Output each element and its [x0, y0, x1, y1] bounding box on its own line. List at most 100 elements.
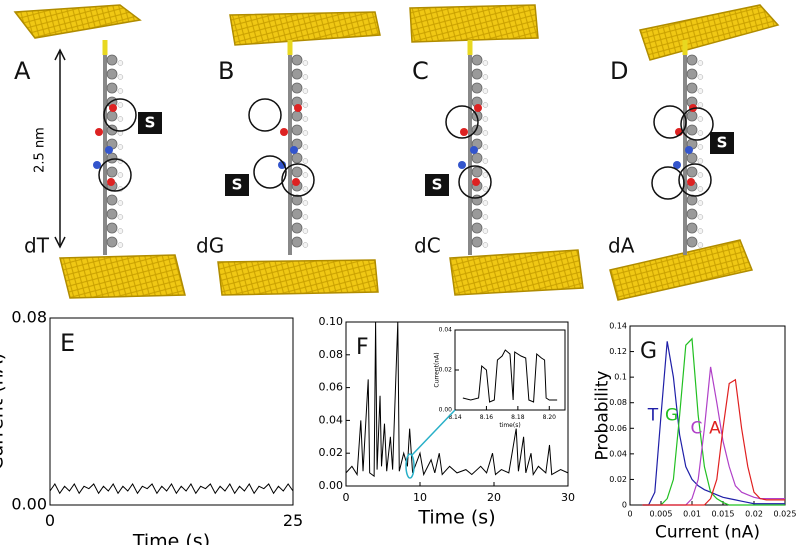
atom	[117, 74, 124, 80]
atom	[686, 236, 698, 248]
atom	[117, 60, 124, 66]
site-badge	[225, 174, 249, 196]
atom	[302, 214, 309, 220]
data-line	[462, 349, 558, 403]
atom	[685, 146, 693, 154]
atom	[482, 186, 489, 192]
series-label: A	[709, 418, 721, 438]
atom	[673, 161, 681, 169]
series-label: T	[647, 406, 659, 426]
gold-electrode	[13, 4, 142, 39]
atom	[482, 158, 489, 164]
atom	[93, 161, 101, 169]
atom	[302, 186, 309, 192]
gold-electrode	[59, 254, 186, 299]
atom	[471, 222, 483, 234]
atom	[482, 144, 489, 150]
gold-electrode	[609, 239, 754, 301]
atom	[471, 152, 483, 164]
plot-frame	[454, 329, 566, 411]
atom	[95, 128, 103, 136]
y-tick-label: 0.04	[319, 413, 344, 426]
atom	[302, 228, 309, 234]
data-line	[642, 378, 785, 506]
atom	[291, 222, 303, 234]
atom	[697, 102, 704, 108]
structures: 2.5 nm A dT S B dG S C dC S D dA S	[13, 4, 780, 301]
y-tick-label: 0.08	[609, 398, 627, 407]
atom	[302, 102, 309, 108]
atom	[117, 242, 124, 248]
site-ring	[253, 155, 287, 189]
plot-frame	[49, 317, 294, 506]
atom	[302, 200, 309, 206]
atom	[697, 186, 704, 192]
site-label: S	[717, 134, 728, 152]
atom	[117, 214, 124, 220]
site-label: S	[232, 176, 243, 194]
panel-letter: B	[218, 57, 234, 85]
atom	[686, 222, 698, 234]
gold-electrode	[449, 249, 584, 296]
atom	[697, 116, 704, 122]
atom	[106, 110, 118, 122]
site-badge	[425, 174, 449, 196]
x-axis-title: time(s)	[499, 422, 520, 429]
data-line	[642, 337, 785, 506]
site-label: S	[432, 176, 443, 194]
panel-letter: D	[610, 57, 628, 85]
site-ring	[103, 98, 137, 132]
data-line	[345, 321, 569, 478]
atom	[302, 116, 309, 122]
x-tick-label: 8.14	[448, 414, 462, 421]
y-tick-label: 0.00	[319, 479, 344, 492]
y-tick-label: 0.02	[319, 446, 344, 459]
x-tick-label: 25	[283, 511, 303, 530]
y-axis-title: Current(nA)	[434, 352, 441, 387]
atom	[697, 200, 704, 206]
x-tick-label: 0.005	[650, 510, 673, 519]
atom	[291, 124, 303, 136]
atom	[302, 242, 309, 248]
site-badge	[138, 112, 162, 134]
atom	[686, 166, 698, 178]
atom	[302, 60, 309, 66]
x-tick-label: 0.015	[712, 510, 735, 519]
atom	[697, 60, 704, 66]
atom	[482, 172, 489, 178]
atom	[105, 146, 113, 154]
atom	[106, 236, 118, 248]
charts: 0.00 0.08 0 25 E Time (s) Current (nA) 0.00 0.02…	[0, 308, 796, 549]
gold-electrode	[229, 11, 381, 46]
atom	[686, 68, 698, 80]
atom	[291, 208, 303, 220]
atom	[117, 172, 124, 178]
atom	[686, 54, 698, 66]
y-tick-label: 0	[622, 501, 627, 510]
atom	[471, 236, 483, 248]
atom	[686, 208, 698, 220]
x-tick-label: 8.16	[480, 414, 494, 421]
gold-electrode	[217, 259, 379, 296]
atom	[460, 128, 468, 136]
atom	[686, 82, 698, 94]
atom	[482, 102, 489, 108]
atom	[302, 88, 309, 94]
x-tick-label: 0.01	[683, 510, 701, 519]
atom	[117, 200, 124, 206]
y-tick-label: 0.10	[319, 315, 344, 328]
zoom-connector	[411, 409, 456, 456]
y-axis-title: Probability	[592, 371, 612, 461]
y-tick-label: 0.1	[614, 373, 627, 382]
site-ring	[445, 105, 479, 139]
y-tick-label: 0.08	[11, 308, 47, 327]
atom	[697, 74, 704, 80]
atom	[291, 194, 303, 206]
atom	[471, 68, 483, 80]
site-label: S	[145, 114, 156, 132]
y-tick-label: 0.08	[319, 348, 344, 361]
x-tick-label: 0	[45, 511, 55, 530]
atom	[294, 104, 302, 112]
